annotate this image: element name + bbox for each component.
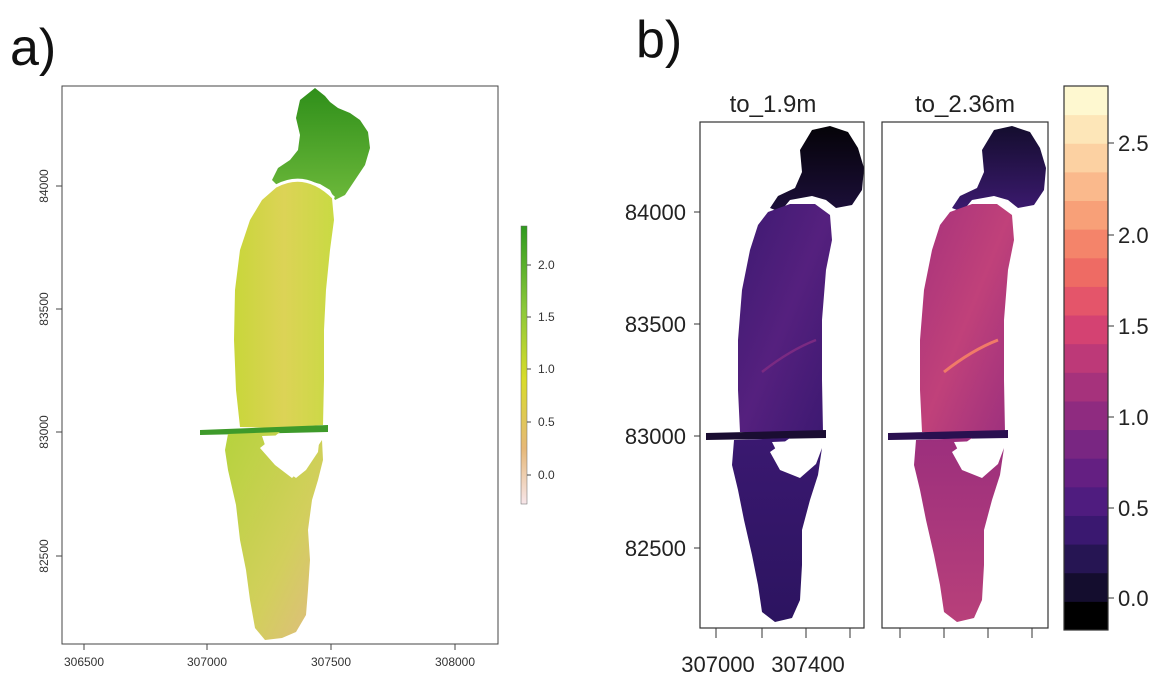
panel-a-colorbar-tick: 2.0: [538, 258, 555, 272]
colorbar-band: [1064, 171, 1108, 202]
colorbar-band: [1064, 429, 1108, 459]
panel-a-causeway: [200, 425, 328, 435]
panel-b-x-tick: 307400: [771, 652, 844, 677]
panel-a-map: 84000 83500 83000 82500 306500 307000 30…: [37, 85, 555, 669]
panel-a-x-tick: 308000: [435, 655, 475, 669]
panel-a-colorbar-tick: 1.0: [538, 362, 555, 376]
panel-b-colorbar-bands: [1064, 86, 1108, 631]
panel-a-x-tick: 307500: [311, 655, 351, 669]
colorbar-band: [1064, 229, 1108, 259]
colorbar-band: [1064, 286, 1108, 316]
panel-a-x-tick: 307000: [187, 655, 227, 669]
panel-b-x-tick: 307000: [681, 652, 754, 677]
panel-a-south-section: [225, 432, 323, 640]
panel-a-y-tick: 83500: [37, 292, 51, 326]
panel-a-colorbar-tick: 1.5: [538, 310, 555, 324]
panel-b-map-1-south-section: [732, 438, 822, 622]
panel-b-colorbar-tick: 2.5: [1118, 131, 1149, 156]
panel-b-y-tick: 83000: [625, 424, 686, 449]
panel-a-y-tick: 82500: [37, 539, 51, 573]
panel-a-colorbar: 2.0 1.5 1.0 0.5 0.0: [520, 225, 555, 505]
colorbar-band: [1064, 343, 1108, 373]
panel-b-map-2-north-section: [920, 204, 1014, 436]
panel-b-strip-title-2: to_2.36m: [915, 91, 1015, 118]
colorbar-band: [1064, 315, 1108, 345]
panel-b-colorbar-tick: 2.0: [1118, 223, 1149, 248]
colorbar-band: [1064, 86, 1108, 116]
panel-b-x-axis: 307000 307400: [681, 628, 1033, 677]
panel-a-y-axis: 84000 83500 83000 82500: [37, 169, 62, 573]
panel-b-y-tick: 84000: [625, 200, 686, 225]
panel-a-x-axis: 306500 307000 307500 308000: [64, 644, 475, 669]
panel-b-y-tick: 83500: [625, 312, 686, 337]
panel-b-map-1-north-section: [738, 204, 832, 436]
panel-b-label: b): [636, 11, 683, 69]
colorbar-band: [1064, 458, 1108, 488]
panel-a-island: [200, 88, 370, 640]
colorbar-band: [1064, 515, 1108, 545]
panel-b-y-axis: 84000 83500 83000 82500: [625, 200, 700, 561]
panel-b-map-1-north-tip: [770, 126, 864, 212]
panel-b-map-2-highlight: [943, 338, 999, 374]
panel-b-map-1-highlight: [761, 338, 817, 373]
panel-a-north-tip: [272, 88, 370, 200]
colorbar-band: [1064, 143, 1108, 173]
panel-b-map-1-causeway: [706, 430, 826, 440]
colorbar-band: [1064, 601, 1108, 631]
panel-a-colorbar-tick: 0.5: [538, 415, 555, 429]
colorbar-band: [1064, 257, 1108, 287]
panel-a-y-tick: 84000: [37, 169, 51, 203]
panel-b-map-2-south-section: [914, 438, 1004, 622]
panel-b-map-2-north-tip: [952, 126, 1046, 212]
panel-b-colorbar-tick: 0.0: [1118, 586, 1149, 611]
panel-a-colorbar-tick: 0.0: [538, 468, 555, 482]
panel-b-y-tick: 82500: [625, 536, 686, 561]
colorbar-band: [1064, 544, 1108, 574]
colorbar-band: [1064, 114, 1108, 144]
panel-a-north-section: [234, 181, 334, 428]
panel-b-strip-title-1: to_1.9m: [730, 91, 817, 118]
colorbar-band: [1064, 486, 1108, 516]
panel-b-colorbar: 2.5 2.0 1.5 1.0 0.5 0.0: [1063, 85, 1149, 631]
panel-b-colorbar-tick: 0.5: [1118, 496, 1149, 521]
panel-b-map-1-void: [772, 440, 818, 474]
panel-a-frame: [61, 85, 499, 645]
colorbar-band: [1064, 400, 1108, 431]
colorbar-band: [1064, 200, 1108, 230]
colorbar-band: [1064, 572, 1108, 602]
panel-b-map-1: [699, 121, 865, 629]
panel-a-colorbar-ramp: [520, 225, 528, 505]
panel-b-map-2: [881, 121, 1049, 629]
panel-a-void: [262, 434, 320, 478]
colorbar-band: [1064, 372, 1108, 402]
panel-b-colorbar-tick: 1.0: [1118, 405, 1149, 430]
panel-a-boundary-arc: [275, 178, 336, 200]
panel-a-label: a): [10, 19, 57, 77]
panel-b-maps: to_1.9m to_2.36m 8400: [625, 85, 1149, 677]
panel-a-x-tick: 306500: [64, 655, 104, 669]
panel-b-colorbar-tick: 1.5: [1118, 314, 1149, 339]
panel-b-colorbar-frame: [1063, 85, 1109, 631]
panel-b-map-2-causeway: [888, 430, 1008, 440]
panel-b-map-2-void: [954, 440, 1000, 474]
panel-a-y-tick: 83000: [37, 415, 51, 449]
